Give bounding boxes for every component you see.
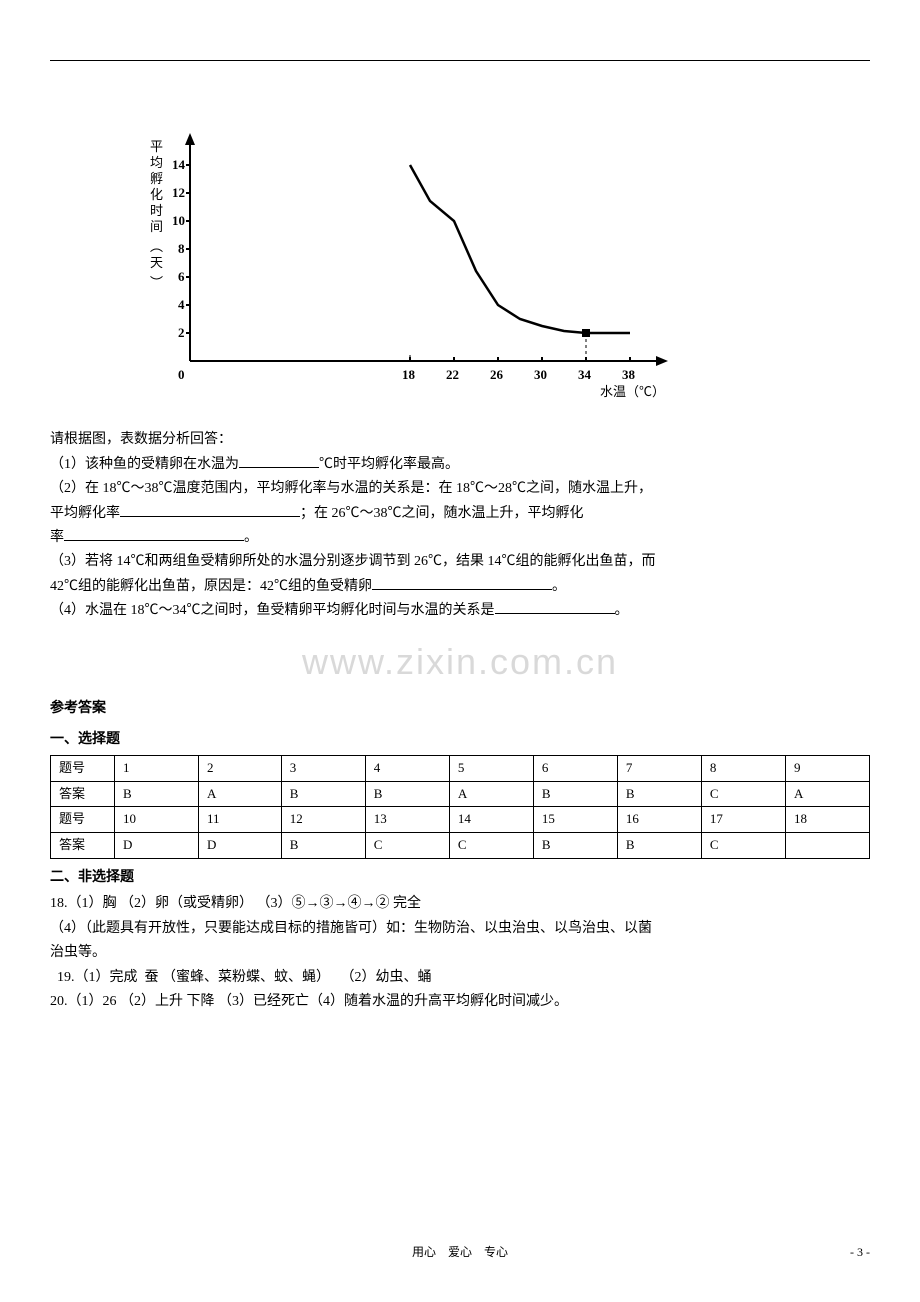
answers-header: 参考答案 [50,698,870,720]
question-2-line1: （2）在 18℃～38℃温度范围内，平均孵化率与水温的关系是：在 18℃～28℃… [50,478,870,500]
answer-table: 题号 1 2 3 4 5 6 7 8 9 答案 B A B B A B B C … [50,755,870,859]
svg-text:水温（℃）: 水温（℃） [600,384,665,399]
svg-text:时: 时 [150,203,163,218]
answer-18-l3: 治虫等。 [50,942,870,964]
svg-text:均: 均 [150,155,163,170]
blank-q2a [120,503,300,517]
blank-q2b [64,527,244,541]
svg-text:0: 0 [178,367,185,382]
table-row: 题号 1 2 3 4 5 6 7 8 9 [51,755,870,781]
row-label: 题号 [51,755,115,781]
svg-text:30: 30 [534,367,547,382]
svg-text:8: 8 [178,241,185,256]
svg-text:孵: 孵 [150,171,163,186]
footer-center: 用心 爱心 专心 [50,1243,870,1262]
watermark: www.zixin.com.cn [50,633,870,691]
table-row: 题号 10 11 12 13 14 15 16 17 18 [51,807,870,833]
svg-text:︶: ︶ [150,275,163,290]
svg-text:间: 间 [150,219,163,234]
table-row: 答案 D D B C C B B C [51,833,870,859]
blank-q1 [239,454,319,468]
svg-text:26: 26 [490,367,504,382]
questions-intro: 请根据图，表数据分析回答： [50,429,870,451]
question-2-line3: 率。 [50,527,870,549]
svg-text:4: 4 [178,297,185,312]
row-label: 答案 [51,781,115,807]
svg-text:22: 22 [446,367,459,382]
question-3-line2: 42℃组的能孵化出鱼苗，原因是：42℃组的鱼受精卵。 [50,576,870,598]
hatch-time-chart: 平 均 孵 化 时 间 ︵ 天 ︶ 14 12 10 8 6 4 2 0 18 … [130,121,870,409]
answer-18-l1: 18.（1）胸 （2）卵（或受精卵） （3）⑤→③→④→② 完全 [50,893,870,915]
text-answers: 18.（1）胸 （2）卵（或受精卵） （3）⑤→③→④→② 完全 （4）（此题具… [50,893,870,1013]
blank-q3 [372,576,552,590]
top-rule [50,60,870,61]
table-row: 答案 B A B B A B B C A [51,781,870,807]
svg-text:平: 平 [150,139,163,154]
question-3-line1: （3）若将 14℃和两组鱼受精卵所处的水温分别逐步调节到 26℃，结果 14℃组… [50,551,870,573]
section1-title: 一、选择题 [50,729,870,751]
svg-text:38: 38 [622,367,636,382]
answer-18-l2: （4）（此题具有开放性，只要能达成目标的措施皆可）如：生物防治、以虫治虫、以鸟治… [50,918,870,940]
row-label: 题号 [51,807,115,833]
question-1: （1）该种鱼的受精卵在水温为℃时平均孵化率最高。 [50,454,870,476]
svg-text:天: 天 [150,255,163,270]
answer-20: 20.（1）26 （2）上升 下降 （3）已经死亡（4）随着水温的升高平均孵化时… [50,991,870,1013]
svg-text:化: 化 [150,187,163,202]
svg-text:︵: ︵ [150,239,163,254]
page-footer: 用心 爱心 专心 - 3 - [50,1243,870,1262]
svg-text:18: 18 [402,367,416,382]
footer-page-number: - 3 - [850,1243,870,1262]
question-block: 请根据图，表数据分析回答： （1）该种鱼的受精卵在水温为℃时平均孵化率最高。 （… [50,429,870,622]
question-4: （4）水温在 18℃～34℃之间时，鱼受精卵平均孵化时间与水温的关系是。 [50,600,870,622]
svg-text:14: 14 [172,157,186,172]
question-2-line2: 平均孵化率；在 26℃～38℃之间，随水温上升，平均孵化 [50,503,870,525]
svg-text:2: 2 [178,325,185,340]
section2-title: 二、非选择题 [50,867,870,889]
answer-19: 19.（1）完成 蚕 （蜜蜂、菜粉蝶、蚊、蝇） （2）幼虫、蛹 [50,967,870,989]
row-label: 答案 [51,833,115,859]
svg-text:12: 12 [172,185,185,200]
blank-q4 [495,600,615,614]
svg-text:6: 6 [178,269,185,284]
svg-text:34: 34 [578,367,592,382]
svg-text:10: 10 [172,213,185,228]
